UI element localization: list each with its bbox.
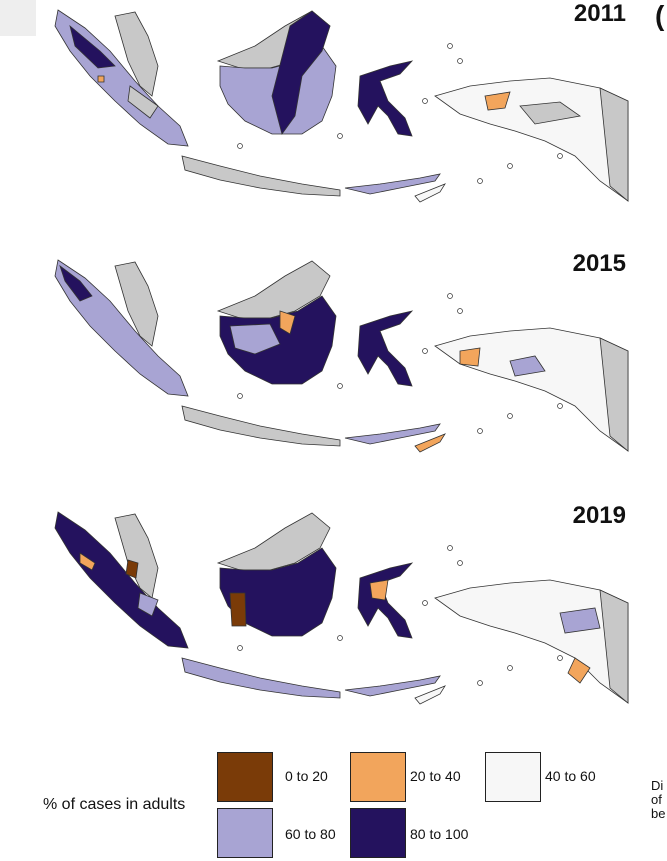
region-png [599,337,629,452]
map-panel-2019: 2019 [40,502,640,748]
side-text-line-2: of [651,792,662,807]
legend-swatch-20-40 [350,752,406,802]
legend-swatch-0-20 [217,752,273,802]
region-papua [434,327,629,452]
region-sulawesi [357,310,414,387]
small-island-1 [457,58,463,64]
small-island-2 [422,348,428,354]
region-district-3 [509,355,546,377]
small-island-6 [237,143,243,149]
region-png [599,589,629,704]
region-district-4 [559,607,601,634]
legend-swatch-40-60 [485,752,541,802]
region-nusa-tenggara [344,173,441,195]
side-text-line-3: be [651,806,666,821]
legend-label-40-60: 40 to 60 [545,768,596,784]
region-malaysia [114,261,159,347]
region-district-0 [229,592,247,627]
indonesia-map [54,9,629,203]
region-nusa-tenggara [344,423,441,445]
region-papua [434,77,629,202]
year-label: 2011 [573,0,626,27]
region-timor [414,433,446,453]
small-island-5 [337,635,343,641]
small-island-7 [477,178,483,184]
side-text-line-1: Di [651,778,664,793]
small-island-1 [457,560,463,566]
region-district-4 [519,101,582,125]
region-district-2 [59,264,93,302]
legend-swatch-80-100 [350,808,406,858]
corner-marker [0,0,36,36]
small-island-3 [557,655,563,661]
region-nusa-tenggara [344,675,441,697]
legend-swatch-60-80 [217,808,273,858]
region-district-6 [79,552,96,571]
map-panel-2011: 2011 [40,0,640,246]
small-island-5 [337,383,343,389]
indonesia-map [54,511,629,705]
small-island-4 [507,665,513,671]
region-timor [414,183,446,203]
region-java [181,405,341,447]
small-island-0 [447,43,453,49]
small-island-0 [447,545,453,551]
region-district-5 [97,75,105,83]
map-panel-2015: 2015 [40,250,640,496]
legend-label-60-80: 60 to 80 [285,826,336,842]
region-timor [414,685,446,705]
indonesia-map [54,259,629,453]
small-island-3 [557,153,563,159]
region-district-1 [125,559,139,579]
year-label: 2015 [572,250,626,277]
region-district-2 [137,592,159,617]
region-district-3 [369,579,389,601]
small-island-1 [457,308,463,314]
region-district-4 [459,347,481,367]
region-district-5 [567,657,591,684]
legend-label-80-100: 80 to 100 [410,826,469,842]
small-island-7 [477,680,483,686]
region-sulawesi [357,60,414,137]
region-district-0 [69,24,116,69]
small-island-7 [477,428,483,434]
region-district-0 [229,323,281,355]
small-island-2 [422,98,428,104]
region-malaysia [114,11,159,97]
region-png [599,87,629,202]
legend-label-20-40: 20 to 40 [410,768,461,784]
small-island-4 [507,163,513,169]
small-island-4 [507,413,513,419]
region-java [181,155,341,197]
region-sulawesi [357,562,414,639]
small-island-2 [422,600,428,606]
region-district-1 [279,310,296,335]
region-papua [434,579,629,704]
region-sumatra [54,511,189,649]
small-island-6 [237,645,243,651]
small-island-3 [557,403,563,409]
panel-letter: ( [655,0,665,31]
legend-label-0-20: 0 to 20 [285,768,328,784]
small-island-5 [337,133,343,139]
year-label: 2019 [572,502,626,529]
small-island-6 [237,393,243,399]
region-java [181,657,341,699]
small-island-0 [447,293,453,299]
region-district-3 [484,91,511,111]
region-district-2 [271,10,331,135]
region-district-1 [127,85,159,119]
legend-title: % of cases in adults [43,796,186,813]
